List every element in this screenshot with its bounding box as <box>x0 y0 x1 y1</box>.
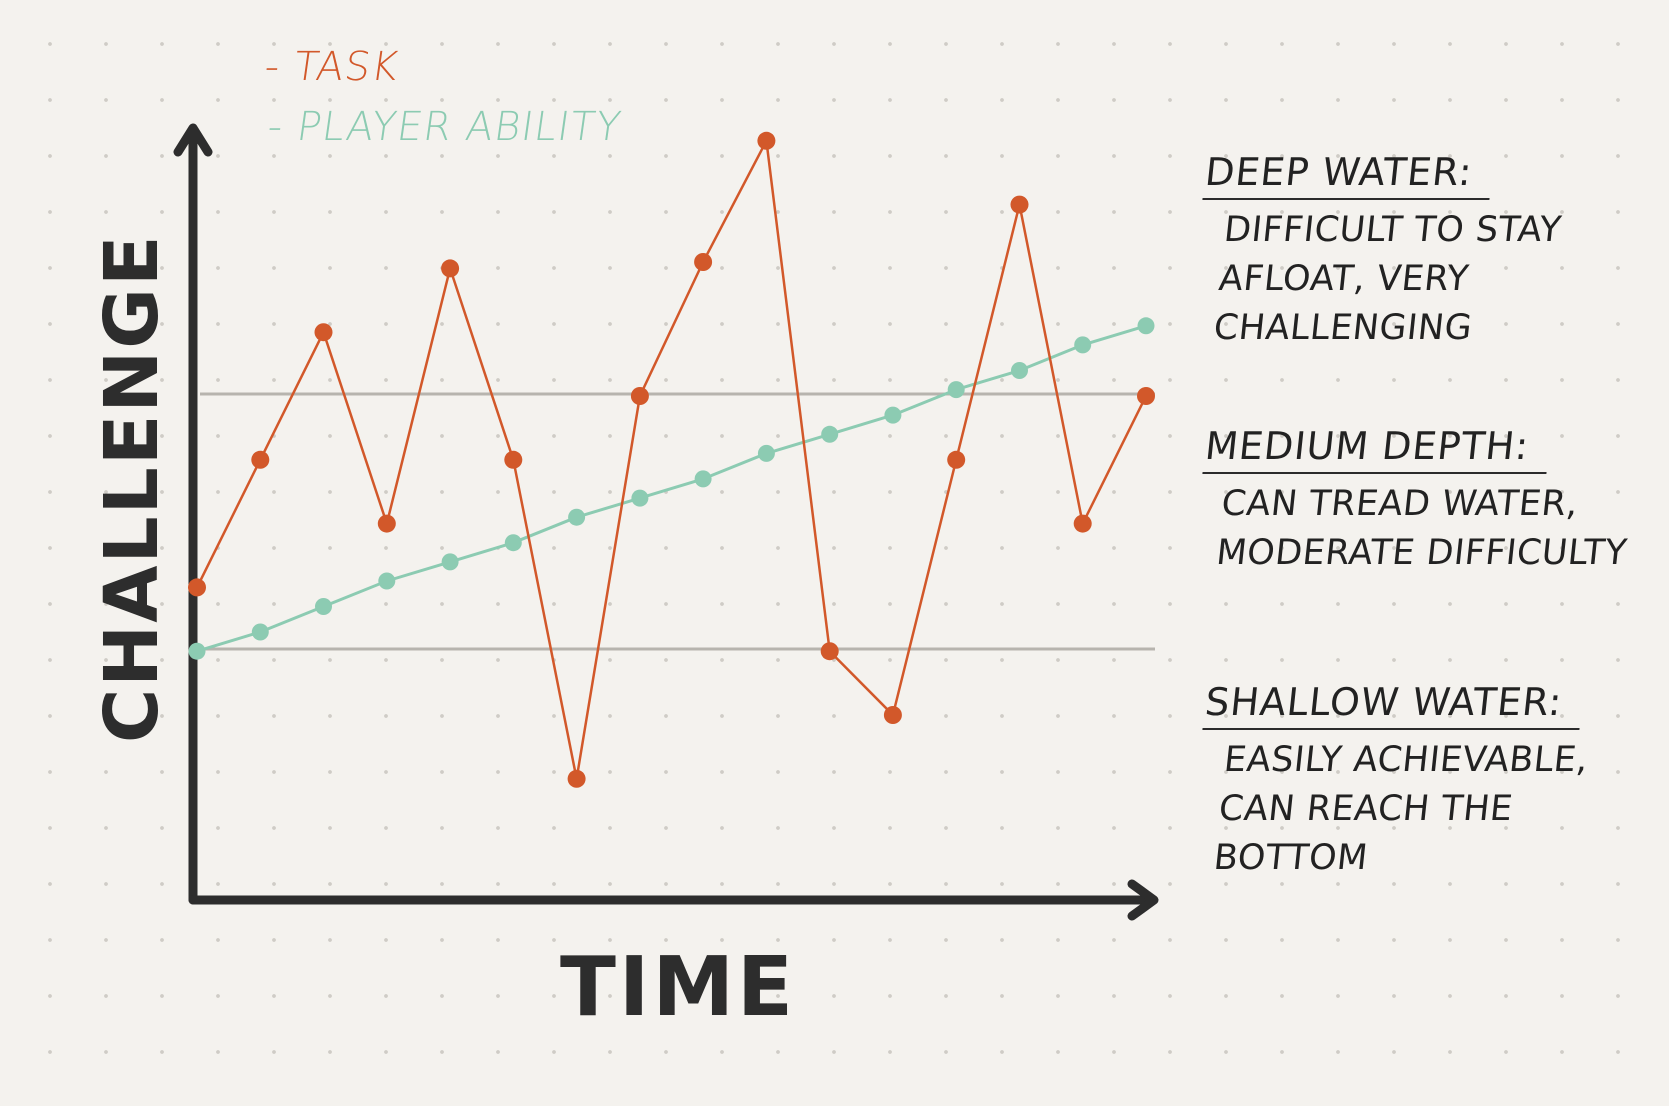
data-point-player-ability <box>1011 362 1028 379</box>
data-point-task <box>883 706 902 724</box>
zone-shallow-water-title: SHALLOW WATER: <box>1202 680 1585 730</box>
data-point-player-ability <box>631 489 649 507</box>
data-point-player-ability <box>1137 317 1155 335</box>
data-point-player-ability <box>568 508 586 526</box>
data-point-task <box>1073 514 1092 533</box>
y-axis-arrowhead <box>173 123 213 157</box>
data-point-task <box>630 387 649 405</box>
data-point-player-ability <box>947 381 965 399</box>
data-point-task <box>820 642 839 661</box>
data-point-task <box>1010 195 1029 214</box>
zone-medium-depth: MEDIUM DEPTH: CAN TREAD WATER, MODERATE … <box>1202 424 1635 578</box>
data-point-task <box>694 253 713 271</box>
data-point-task <box>757 131 776 150</box>
zone-deep-water-description: DIFFICULT TO STAY AFLOAT, VERY CHALLENGI… <box>1211 210 1564 348</box>
zone-deep-water-title: DEEP WATER: <box>1202 150 1495 200</box>
data-point-player-ability <box>884 406 902 424</box>
axes <box>173 123 1159 921</box>
data-point-player-ability <box>694 470 712 488</box>
zone-shallow-water-description: EASILY ACHIEVABLE, CAN REACH THE BOTTOM <box>1211 740 1591 878</box>
data-point-task <box>251 450 270 469</box>
zone-thresholds <box>200 392 1155 651</box>
series-layer <box>188 131 1155 788</box>
series-line-task <box>195 139 1148 781</box>
data-point-player-ability <box>188 642 206 660</box>
series-player-ability <box>188 317 1155 660</box>
zone-medium-depth-title: MEDIUM DEPTH: <box>1202 424 1552 474</box>
series-task <box>188 131 1155 788</box>
data-point-player-ability <box>821 425 839 443</box>
data-point-player-ability <box>757 444 775 462</box>
data-point-task <box>441 259 460 278</box>
data-point-player-ability <box>441 553 459 571</box>
data-point-task <box>1137 387 1155 405</box>
data-point-task <box>504 450 523 469</box>
data-point-task <box>314 323 333 342</box>
legend-player-ability: - PLAYER ABILITY <box>264 104 625 150</box>
data-point-player-ability <box>504 534 522 552</box>
data-point-task <box>567 769 586 788</box>
data-point-player-ability <box>1074 336 1092 354</box>
data-point-player-ability <box>378 572 396 590</box>
zone-deep-water: DEEP WATER: DIFFICULT TO STAY AFLOAT, VE… <box>1202 150 1635 353</box>
series-line-player-ability <box>196 324 1147 653</box>
data-point-task <box>377 514 396 533</box>
zone-shallow-water: SHALLOW WATER: EASILY ACHIEVABLE, CAN RE… <box>1202 680 1635 883</box>
zone-medium-depth-description: CAN TREAD WATER, MODERATE DIFFICULTY <box>1214 484 1630 573</box>
data-point-player-ability <box>251 623 269 641</box>
y-axis-label: CHALLENGE <box>89 233 175 743</box>
data-point-task <box>188 578 206 597</box>
x-axis-label: TIME <box>560 940 797 1035</box>
data-point-player-ability <box>315 598 332 615</box>
legend-task: - TASK <box>261 44 402 90</box>
data-point-task <box>947 450 966 469</box>
x-axis-arrowhead <box>1127 879 1159 921</box>
